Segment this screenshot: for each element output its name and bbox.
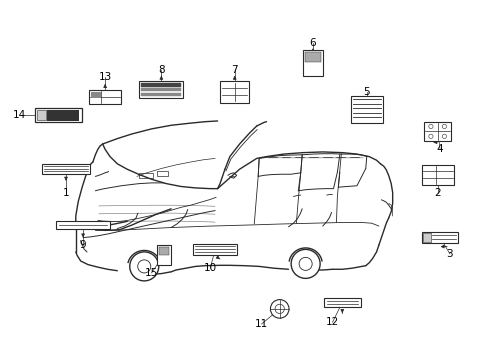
Bar xyxy=(89,90,121,104)
Bar xyxy=(141,88,181,91)
Bar xyxy=(323,298,360,307)
Text: 9: 9 xyxy=(80,240,86,250)
Bar xyxy=(139,81,183,98)
Bar xyxy=(421,165,453,184)
Text: 4: 4 xyxy=(436,144,443,154)
Bar xyxy=(220,81,249,103)
Bar xyxy=(304,53,321,63)
Bar xyxy=(159,247,168,255)
Text: 11: 11 xyxy=(254,319,268,329)
Circle shape xyxy=(270,300,288,318)
Bar xyxy=(350,96,382,123)
Bar xyxy=(141,93,181,96)
Bar xyxy=(56,221,110,229)
Bar xyxy=(302,50,323,76)
Text: 14: 14 xyxy=(13,110,26,120)
Bar xyxy=(157,245,170,265)
Bar xyxy=(38,111,46,120)
Bar xyxy=(193,244,237,255)
Bar xyxy=(46,116,79,121)
Bar xyxy=(424,122,450,141)
Text: 2: 2 xyxy=(433,188,440,198)
Bar xyxy=(139,173,153,178)
Bar xyxy=(41,164,90,174)
Bar xyxy=(141,83,181,86)
Circle shape xyxy=(129,252,159,281)
Bar xyxy=(46,111,79,116)
Text: 6: 6 xyxy=(309,38,316,48)
Circle shape xyxy=(290,249,320,278)
Text: 12: 12 xyxy=(325,317,339,327)
Text: 15: 15 xyxy=(144,268,158,278)
Bar xyxy=(422,233,430,242)
Text: 7: 7 xyxy=(231,65,238,75)
Text: 8: 8 xyxy=(158,65,164,75)
Text: 13: 13 xyxy=(98,72,112,82)
Bar xyxy=(91,92,101,98)
Text: 1: 1 xyxy=(62,188,69,198)
Bar xyxy=(421,232,458,243)
Text: 3: 3 xyxy=(446,249,452,259)
Text: 10: 10 xyxy=(203,263,216,273)
Text: 5: 5 xyxy=(363,87,369,97)
Bar xyxy=(157,171,168,176)
Bar xyxy=(36,108,82,122)
